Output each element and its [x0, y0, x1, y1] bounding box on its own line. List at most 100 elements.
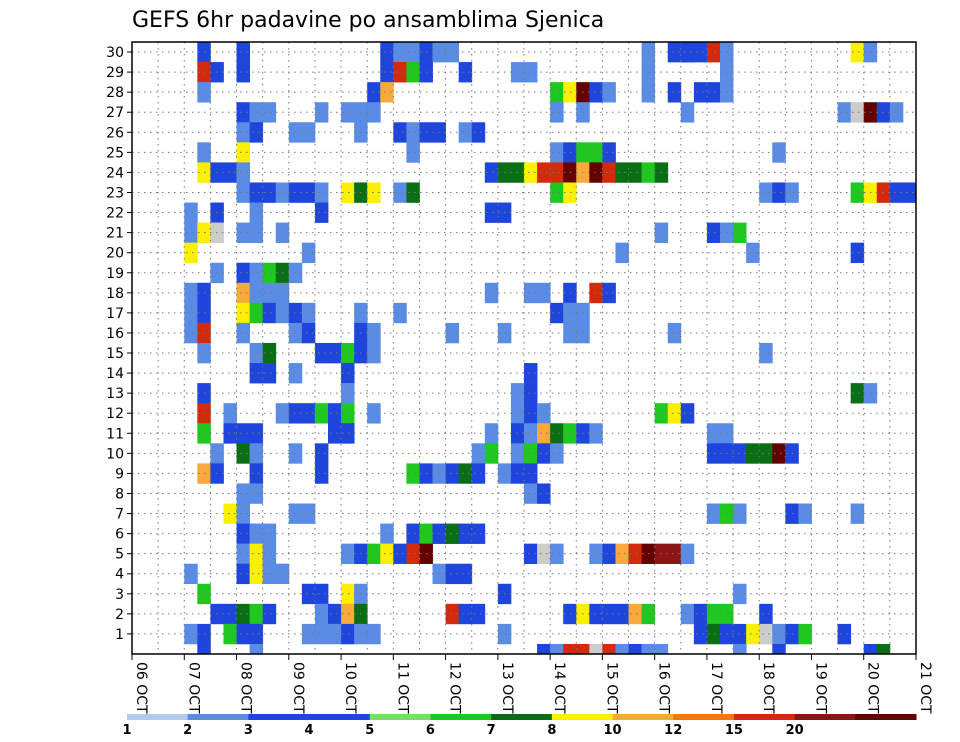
precip-cell	[602, 543, 616, 565]
precip-cell	[236, 623, 264, 645]
precip-cell	[314, 463, 329, 484]
precip-cell	[589, 162, 603, 183]
precip-cell	[550, 643, 564, 655]
precip-cell	[288, 122, 316, 143]
colorbar-label: 6	[426, 723, 435, 738]
precip-cell	[445, 463, 460, 484]
precip-cell	[602, 282, 616, 304]
precip-cell	[314, 603, 329, 625]
precip-cell	[184, 202, 198, 223]
y-tick-label: 12	[106, 406, 124, 422]
y-tick-label: 27	[106, 105, 124, 121]
y-tick-label: 15	[106, 346, 124, 362]
precip-cell	[328, 603, 342, 625]
precip-cell	[249, 262, 264, 284]
precip-cell	[524, 282, 551, 304]
precip-cell	[733, 623, 747, 645]
precip-cell	[288, 503, 316, 524]
precip-cell	[236, 523, 250, 544]
precip-cell	[249, 523, 277, 544]
y-tick-label: 16	[106, 326, 124, 342]
y-tick-label: 29	[106, 65, 124, 81]
precip-cell	[667, 322, 682, 344]
precip-cell	[249, 202, 264, 223]
precip-cell	[733, 503, 747, 524]
precip-cell	[550, 302, 564, 324]
precip-cell	[328, 342, 342, 364]
precip-cell	[288, 322, 303, 344]
precip-cell	[484, 162, 499, 183]
precip-cell	[772, 443, 786, 464]
precip-cell	[262, 302, 277, 324]
precip-cell	[471, 463, 486, 484]
precip-cell	[667, 403, 682, 424]
precip-cell	[328, 423, 342, 444]
precip-cell	[759, 603, 773, 625]
y-tick-label: 10	[106, 446, 124, 462]
precip-cell	[236, 543, 250, 565]
precip-cell	[484, 282, 499, 304]
precip-cell	[288, 302, 303, 324]
precip-cell	[563, 182, 577, 203]
precip-cell	[288, 262, 303, 284]
precip-cell	[537, 543, 551, 565]
precip-cell	[850, 102, 865, 123]
x-tick-label: 11 OCT	[394, 662, 410, 714]
precip-cell	[341, 583, 355, 605]
precip-cell	[628, 603, 642, 625]
colorbar-label: 3	[244, 723, 253, 738]
precip-cell	[537, 483, 551, 504]
colorbar-segment	[673, 714, 735, 720]
precip-cell	[876, 643, 891, 655]
colorbar-segment	[127, 714, 189, 720]
precip-cell	[772, 142, 786, 163]
precip-cell	[563, 423, 577, 444]
precip-cell	[249, 363, 264, 384]
precip-cell	[484, 443, 499, 464]
precip-cell	[615, 242, 629, 264]
chart-title: GEFS 6hr padavine po ansamblima Sjenica	[132, 8, 604, 33]
precip-cell	[341, 363, 355, 384]
precip-cell	[471, 122, 486, 143]
y-tick-label: 8	[115, 486, 124, 502]
precip-cell	[223, 603, 237, 625]
precip-cell	[589, 423, 603, 444]
precip-cell	[889, 182, 904, 203]
precip-cell	[184, 222, 198, 243]
precip-cell	[314, 202, 329, 223]
precip-cell	[772, 643, 786, 655]
precip-cell	[249, 302, 264, 324]
precip-cell	[524, 423, 538, 444]
precip-cell	[510, 443, 525, 464]
precip-cell	[184, 623, 198, 645]
colorbar-label: 20	[786, 723, 804, 738]
precip-cell	[197, 643, 211, 655]
precip-cell	[406, 182, 420, 203]
precip-cell	[236, 122, 250, 143]
precip-cell	[680, 42, 695, 63]
precip-cell	[746, 242, 760, 264]
precip-cell	[746, 443, 773, 464]
precip-cell	[341, 342, 355, 364]
precip-cell	[406, 463, 420, 484]
y-tick-label: 20	[106, 246, 124, 262]
precip-cell	[367, 182, 381, 203]
precip-cell	[406, 142, 420, 163]
x-tick-label: 10 OCT	[342, 662, 358, 714]
plot-frame	[131, 41, 917, 655]
precip-cell	[236, 262, 250, 284]
precip-cell	[746, 623, 760, 645]
precip-cell	[236, 42, 250, 63]
precip-cell	[314, 443, 329, 464]
precip-cell	[667, 82, 682, 103]
precip-cell	[550, 142, 564, 163]
precip-cell	[236, 503, 250, 524]
precip-cell	[524, 443, 538, 464]
precip-cell	[524, 162, 538, 183]
x-tick-label: 20 OCT	[865, 662, 881, 714]
precip-cell	[314, 102, 329, 123]
precip-cell	[445, 563, 473, 585]
precip-cell	[524, 383, 538, 404]
precip-cell	[850, 503, 865, 524]
colorbar-segment	[187, 714, 249, 720]
